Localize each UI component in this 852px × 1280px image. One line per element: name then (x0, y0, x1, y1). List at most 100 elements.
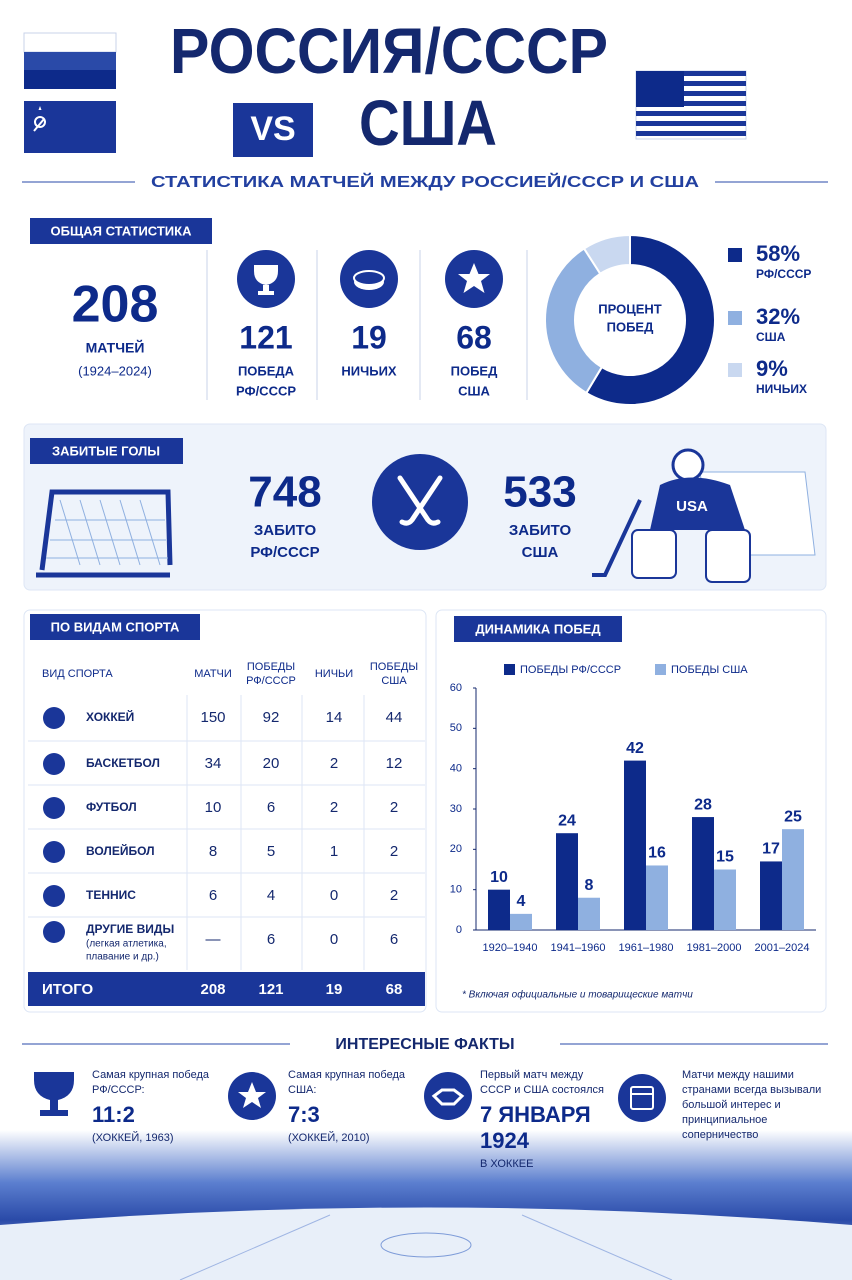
x-tick-label: 1981–2000 (686, 942, 741, 954)
goalie: USA (592, 448, 816, 583)
y-tick-label: 30 (450, 803, 462, 815)
legend-swatch (655, 664, 666, 675)
legend-label: США (756, 330, 786, 344)
fact-text: Первый матч между СССР и США состоялся (480, 1069, 604, 1096)
y-tick-label: 10 (450, 884, 462, 896)
table-cell: 1 (330, 843, 338, 860)
table-cell: 0 (330, 931, 338, 948)
section-heading: ПО ВИДАМ СПОРТА (51, 619, 180, 634)
vs-badge (233, 103, 313, 157)
bar (510, 913, 532, 930)
bar-value-label: 25 (784, 808, 802, 825)
pie-chart: 58%РФ/СССР 32%США 9%НИЧЬИХ ПРОЦЕНТ ПОБЕД (544, 233, 811, 406)
bar (556, 833, 578, 930)
table-cell: — (206, 931, 221, 948)
fact-highlight: 11:2 (92, 1102, 135, 1127)
table-cell: 6 (267, 799, 275, 816)
bar (578, 897, 600, 930)
dividers (206, 250, 528, 400)
goals-label: США (522, 544, 559, 561)
bar-value-label: 28 (694, 796, 712, 813)
sport-name: ХОККЕЙ (86, 709, 134, 724)
pie-center-label: ПРОЦЕНТ (598, 301, 662, 316)
pie-slice (582, 233, 631, 276)
x-tick-label: 1961–1980 (618, 942, 673, 954)
fact: Самая крупная победа РФ/СССР: 11:2 (ХОККЕЙ… (92, 1068, 222, 1146)
russia-flag (23, 32, 117, 89)
section-heading: ОБЩАЯ СТАТИСТИКА (51, 223, 193, 238)
sport-icon (43, 707, 65, 729)
ice-circle (380, 1232, 472, 1258)
fact-text: Матчи между нашими странами всегда вызыв… (682, 1069, 822, 1141)
goals-label: РФ/СССР (250, 544, 319, 561)
legend-swatch (728, 311, 742, 325)
fact-highlight: 7 ЯНВАРЯ 1924 (480, 1102, 591, 1153)
legend-label: ПОБЕДЫ РФ/СССР (520, 664, 621, 676)
chart-title: ДИНАМИКА ПОБЕД (475, 621, 601, 636)
bar-chart: 0 10 20 30 40 50 60 ПОБЕДЫ РФ/СССР 10 24 42 28 17 ПОБ… (450, 664, 816, 954)
table-panel (23, 609, 427, 1013)
total-cell: 208 (200, 981, 225, 998)
column-header: ПОБЕДЫ (370, 661, 418, 673)
table-cell: 20 (263, 755, 280, 772)
sport-name: ДРУГИЕ ВИДЫ (86, 922, 174, 936)
bar-value-label: 24 (558, 812, 576, 829)
y-tick-label: 50 (450, 722, 462, 734)
bar-value-label: 16 (648, 845, 666, 862)
table-cell: 14 (326, 709, 343, 726)
stat-label: США (458, 383, 490, 398)
bar (782, 829, 804, 930)
title-line1: РОССИЯ/СССР (170, 15, 608, 87)
table-cell: 2 (390, 887, 398, 904)
pie-center-label: ПОБЕД (607, 319, 654, 334)
goals-value: 748 (248, 468, 321, 517)
fact-text: Самая крупная победа РФ/СССР: (92, 1069, 210, 1096)
bar (692, 817, 714, 930)
sport-name: БАСКЕТБОЛ (86, 756, 160, 770)
column-header: США (381, 675, 407, 687)
pie-slice (544, 247, 604, 395)
fact-note: (ХОККЕЙ, 2010) (288, 1132, 370, 1144)
total-row (28, 972, 425, 1006)
stat-label: ПОБЕДА (238, 363, 295, 378)
table-cell: 2 (330, 799, 338, 816)
bar-value-label: 10 (490, 869, 508, 886)
table-cell: 2 (330, 755, 338, 772)
table-cell: 6 (209, 887, 217, 904)
pie-slice (584, 233, 716, 406)
goals-label: ЗАБИТО (509, 522, 572, 539)
table-cell: 92 (263, 709, 280, 726)
legend-label: ПОБЕДЫ США (671, 664, 748, 676)
section-badge (30, 438, 183, 464)
total-cell: 121 (258, 981, 283, 998)
legend-swatch (728, 363, 742, 377)
bar-value-label: 4 (517, 893, 526, 910)
sticks (397, 475, 443, 526)
legend-label: НИЧЬИХ (756, 382, 807, 396)
chart-note: * Включая официальные и товарищеские мат… (462, 989, 693, 1001)
section-heading: ЗАБИТЫЕ ГОЛЫ (52, 443, 160, 458)
fact-icons (34, 1072, 666, 1122)
column-header: ВИД СПОРТА (42, 668, 113, 680)
bar-value-label: 42 (626, 740, 644, 757)
y-tick-label: 20 (450, 843, 462, 855)
table-cell: 8 (209, 843, 217, 860)
subtitle: СТАТИСТИКА МАТЧЕЙ МЕЖДУ РОССИЕЙ/СССР И С… (151, 172, 700, 191)
x-tick-label: 1920–1940 (482, 942, 537, 954)
table-cell: 2 (390, 799, 398, 816)
pie-value-label: 9% (756, 356, 788, 381)
hockey-net (36, 489, 173, 578)
bar (760, 861, 782, 930)
stat-value: 19 (351, 319, 387, 355)
goals-label: ЗАБИТО (254, 522, 317, 539)
title-line2: США (359, 87, 497, 159)
column-header: НИЧЬИ (315, 668, 353, 680)
ice (0, 1207, 852, 1280)
stat-value: 121 (239, 319, 292, 355)
y-tick-label: 40 (450, 763, 462, 775)
vs-text: VS (250, 110, 295, 148)
fact: Матчи между нашими странами всегда вызыв… (682, 1068, 832, 1143)
x-tick-label: 1941–1960 (550, 942, 605, 954)
